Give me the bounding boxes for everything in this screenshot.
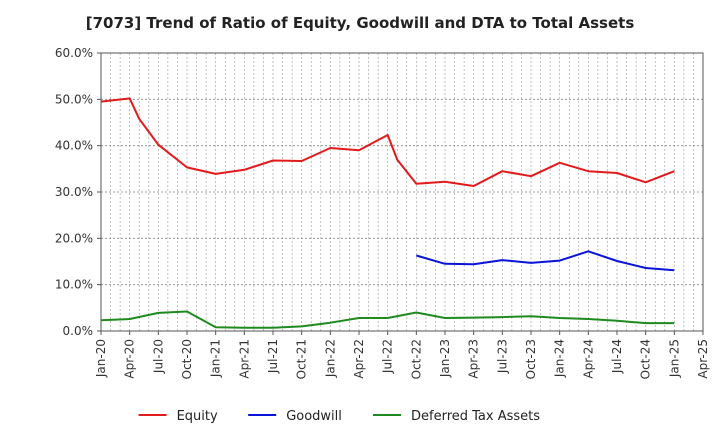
x-tick-label: Oct-20 [180,339,194,379]
series-line-goodwill [416,250,675,272]
axis-layer: 0.0% 10.0% 20.0% 30.0% 40.0% 50.0% 60.0% Jan-20… [55,46,710,379]
x-tick-label: Oct-22 [409,339,423,379]
x-tick-label: Oct-21 [295,339,309,379]
y-tick-label: 20.0% [55,231,93,245]
x-tick-label: Jan-25 [667,339,681,378]
legend-label-equity: Equity [177,409,218,424]
x-tick-label: Jan-24 [553,339,567,378]
x-tick-label: Jan-22 [323,339,337,378]
x-tick-label: Jul-20 [151,339,165,374]
x-tick-label: Jan-20 [94,339,108,378]
y-tick-label: 30.0% [55,185,93,199]
legend: Equity Goodwill Deferred Tax Assets [138,409,540,424]
x-tick-label: Jul-22 [381,339,395,374]
x-tick-label: Jul-23 [495,339,509,374]
x-tick-label: Jan-21 [209,339,223,378]
x-tick-label: Jan-23 [438,339,452,378]
x-tick-label: Apr-21 [237,339,251,379]
y-tick-label: 10.0% [55,278,93,292]
grid-layer [101,52,703,331]
x-tick-label: Jul-21 [266,339,280,374]
x-tick-label: Apr-23 [467,339,481,379]
y-tick-label: 60.0% [55,46,93,60]
y-tick-label: 40.0% [55,139,93,153]
x-tick-label: Oct-23 [524,339,538,379]
x-tick-label: Apr-20 [123,339,137,379]
x-tick-label: Apr-24 [581,339,595,379]
x-tick-label: Apr-25 [696,339,710,379]
legend-label-deferred-tax-assets: Deferred Tax Assets [411,409,540,424]
series-layer [100,97,675,329]
x-tick-label: Apr-22 [352,339,366,379]
y-tick-label: 50.0% [55,92,93,106]
y-tick-label: 0.0% [63,324,94,338]
series-line-equity [100,97,675,187]
x-tick-label: Jul-24 [610,339,624,374]
legend-label-goodwill: Goodwill [286,409,342,424]
series-line-deferred-tax-assets [100,310,675,329]
chart-title: [7073] Trend of Ratio of Equity, Goodwil… [85,14,635,32]
x-tick-label: Oct-24 [639,339,653,379]
